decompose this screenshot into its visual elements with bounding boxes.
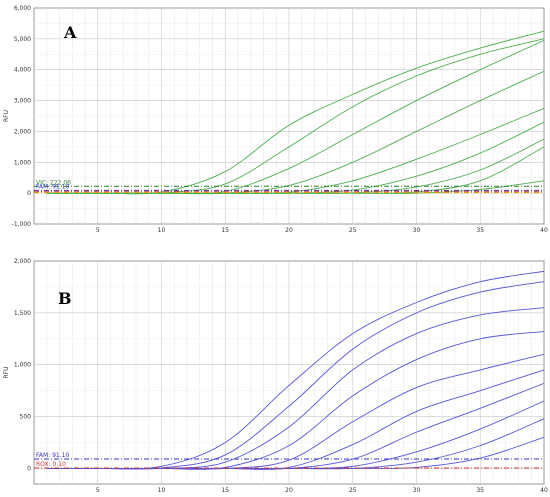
threshold-label: VIC: 222.06 — [36, 179, 71, 186]
y-tick-label: 500 — [20, 414, 32, 421]
x-tick-label: 35 — [476, 487, 484, 494]
x-tick-label: 10 — [158, 227, 166, 234]
threshold-label: FAM: 91.10 — [36, 183, 69, 190]
amplification-plot-a: 5 10 15 20 25 30 35 40 -1,000 0 1,000 2,000 3,000 4,0… — [0, 0, 550, 241]
y-tick-label: 3,000 — [14, 98, 31, 105]
chart-a-svg: 5 10 15 20 25 30 35 40 -1,000 0 1,000 2,000 3,000 4,0… — [3, 5, 548, 234]
x-tick-label: 15 — [221, 227, 229, 234]
y-axis-label: RFU — [3, 110, 10, 122]
x-tick-label: 20 — [285, 227, 293, 234]
x-tick-label: 10 — [158, 487, 166, 494]
threshold-label: ROX: 0.10 — [36, 461, 66, 468]
x-tick-label: 30 — [413, 227, 421, 234]
y-tick-label: 5,000 — [14, 36, 31, 43]
x-tick-label: 40 — [540, 487, 548, 494]
panel-label: B — [58, 289, 72, 308]
x-tick-label: 40 — [540, 227, 548, 234]
y-tick-label: 0 — [27, 465, 31, 472]
y-axis-label: RFU — [3, 366, 10, 378]
x-tick-label: 5 — [96, 487, 100, 494]
y-tick-label: 0 — [27, 190, 31, 197]
chart-b-svg: 5 10 15 20 25 30 35 40 0 500 1,000 1,500 2,000 RFU FAM… — [3, 258, 548, 494]
y-tick-label: 6,000 — [14, 5, 31, 12]
y-tick-label: 2,000 — [14, 258, 31, 265]
y-tick-label: 1,000 — [14, 362, 31, 369]
x-tick-label: 5 — [96, 227, 100, 234]
y-tick-label: -1,000 — [12, 221, 32, 228]
x-tick-label: 15 — [221, 487, 229, 494]
y-tick-label: 4,000 — [14, 67, 31, 74]
x-tick-label: 30 — [413, 487, 421, 494]
amplification-plot-b: 5 10 15 20 25 30 35 40 0 500 1,000 1,500 2,000 RFU FAM… — [0, 251, 550, 497]
x-tick-label: 35 — [476, 227, 484, 234]
x-tick-label: 25 — [349, 227, 357, 234]
panel-label: A — [63, 23, 77, 42]
y-tick-label: 2,000 — [14, 128, 31, 135]
y-tick-label: 1,000 — [14, 159, 31, 166]
x-tick-label: 20 — [285, 487, 293, 494]
threshold-label: FAM: 91.10 — [36, 452, 69, 459]
x-tick-label: 25 — [349, 487, 357, 494]
y-tick-label: 1,500 — [14, 310, 31, 317]
